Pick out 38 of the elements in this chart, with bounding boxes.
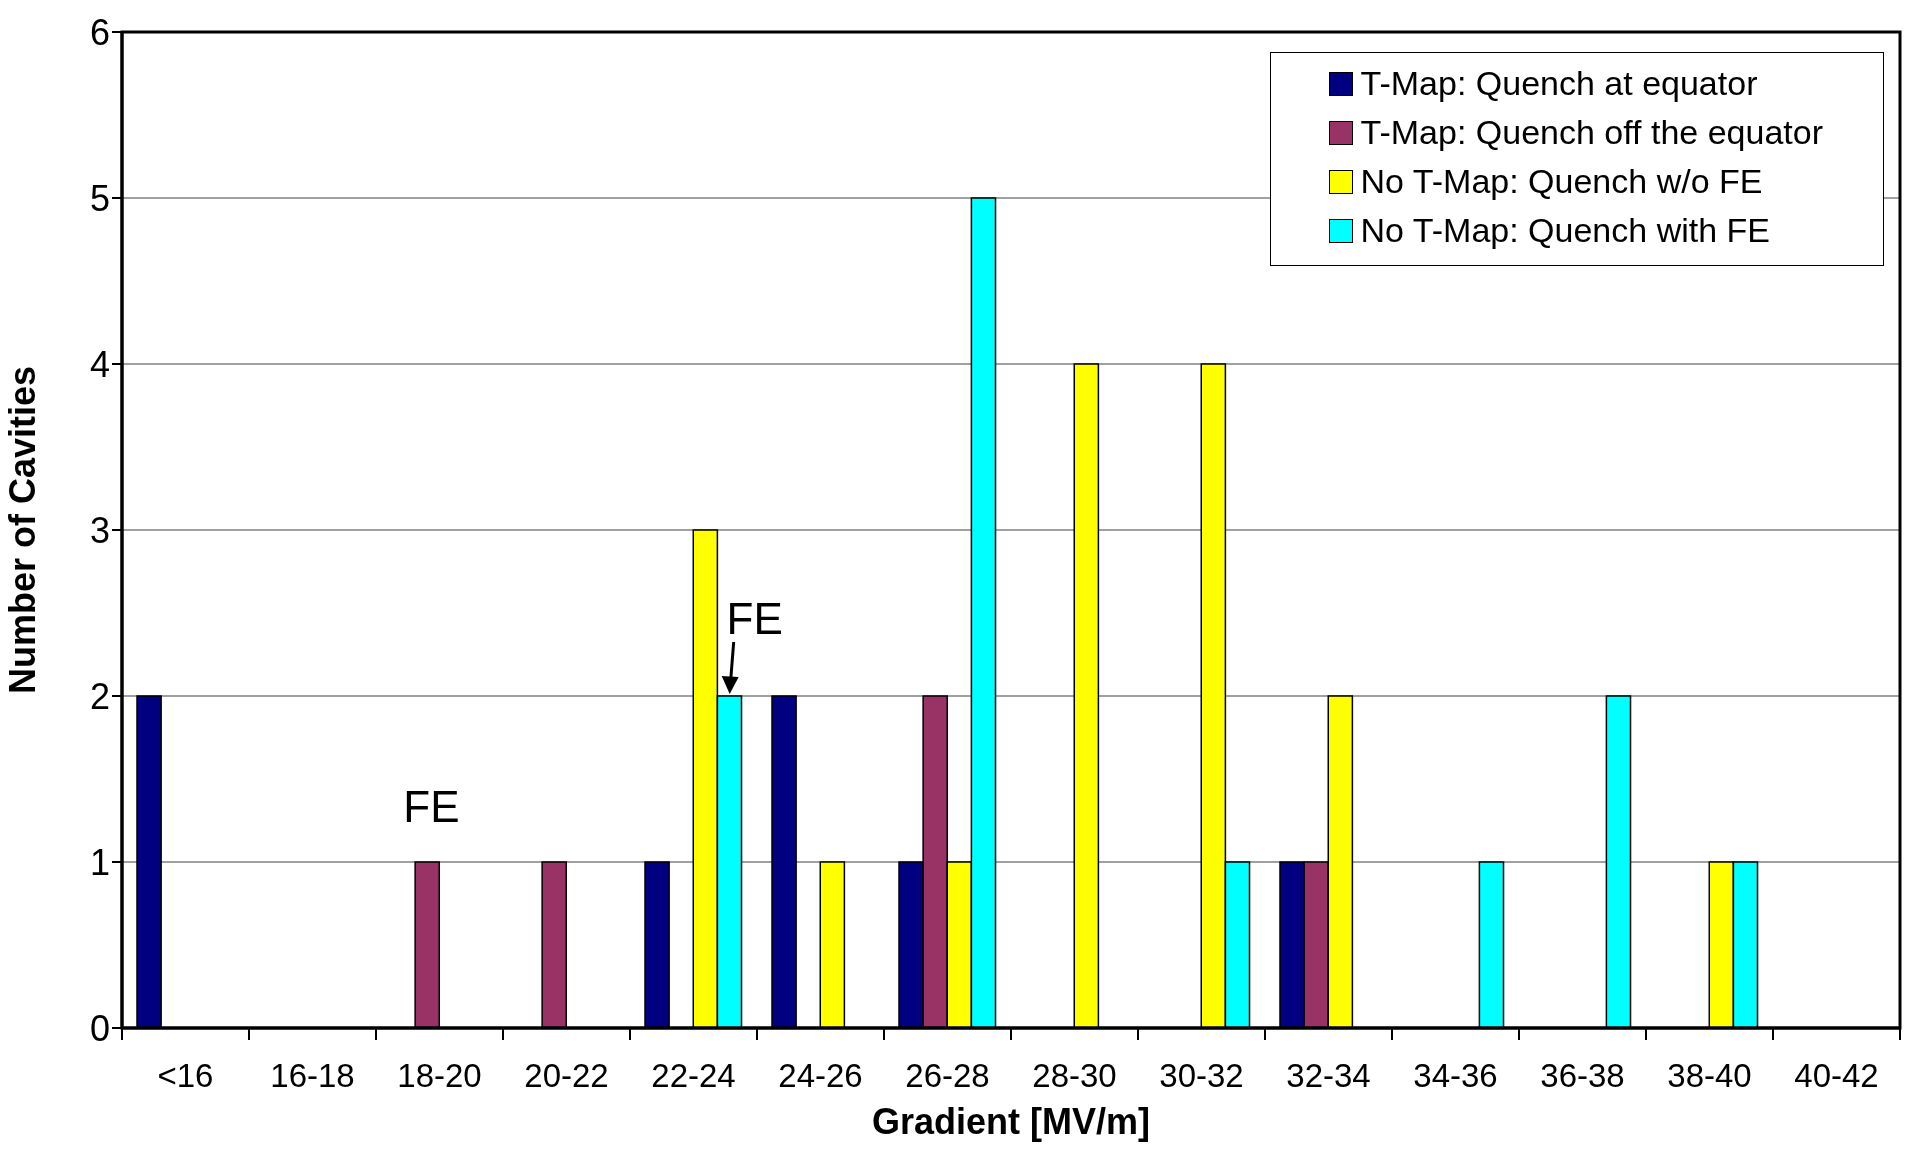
y-tick-label: 2 [89,675,110,717]
annotation: FE [726,594,783,643]
x-tick-label: 26-28 [905,1057,990,1095]
bar [1073,363,1100,1028]
x-tick-label: 32-34 [1286,1057,1371,1095]
x-tick-label: 22-24 [651,1057,736,1095]
y-tick-label: 3 [89,509,110,551]
x-tick-label: 40-42 [1794,1057,1879,1095]
x-tick-label: 28-30 [1032,1057,1117,1095]
legend-label: No T-Map: Quench with FE [1360,211,1770,250]
x-tick-label: 20-22 [524,1057,609,1095]
x-tick-label: 30-32 [1159,1057,1244,1095]
x-tick-label: 38-40 [1667,1057,1752,1095]
y-tick-label: 6 [89,11,110,53]
legend-label: T-Map: Quench at equator [1360,64,1758,103]
y-tick-label: 4 [89,343,110,385]
x-tick-label: 16-18 [270,1057,355,1095]
bar [1605,695,1632,1028]
bar [771,695,797,1028]
bar [136,695,162,1028]
legend-label: T-Map: Quench off the equator [1360,113,1823,152]
y-tick-label: 0 [89,1007,110,1049]
x-tick-label: 34-36 [1413,1057,1498,1095]
x-tick-label: 24-26 [778,1057,863,1095]
bar [541,861,568,1028]
bar [1478,861,1505,1028]
x-tick-label: 36-38 [1540,1057,1625,1095]
y-tick-label: 1 [89,841,110,883]
bar [414,861,441,1028]
annotation: FE [403,782,460,831]
bar [819,861,846,1028]
x-axis-title: Gradient [MV/m] [871,1101,1151,1142]
x-tick-label: 18-20 [397,1057,482,1095]
y-axis-title: Number of Cavities [1,365,43,695]
y-tick-label: 5 [89,177,110,219]
bar [644,861,670,1028]
x-tick-label: <16 [157,1057,214,1095]
legend-label: No T-Map: Quench w/o FE [1360,162,1763,201]
